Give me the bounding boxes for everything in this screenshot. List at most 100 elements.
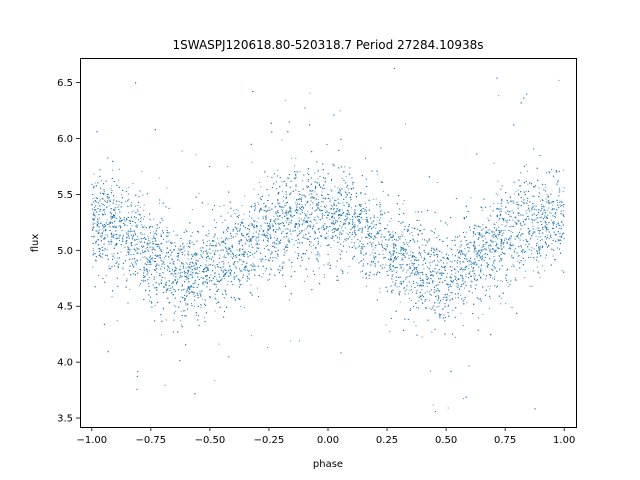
data-point	[256, 221, 258, 223]
data-point	[277, 170, 279, 172]
data-point	[492, 242, 494, 244]
data-point	[474, 244, 476, 246]
data-point	[529, 285, 531, 287]
data-point	[227, 261, 229, 263]
data-point	[109, 223, 111, 225]
data-point	[133, 265, 135, 267]
data-point	[260, 186, 262, 188]
data-point	[520, 185, 522, 187]
data-point	[112, 235, 114, 237]
data-point	[482, 224, 484, 226]
data-point	[175, 310, 177, 312]
data-point	[541, 216, 543, 218]
data-point	[545, 257, 547, 259]
data-point	[489, 229, 491, 231]
data-point	[530, 256, 532, 258]
data-point	[405, 239, 407, 241]
data-point	[411, 286, 413, 288]
data-point	[323, 201, 325, 203]
data-point	[435, 264, 437, 266]
data-point	[501, 297, 503, 299]
data-point	[563, 206, 565, 208]
data-point	[406, 243, 408, 245]
data-point	[298, 223, 300, 225]
data-point	[464, 236, 466, 238]
data-point	[277, 254, 279, 256]
data-point	[414, 273, 416, 275]
data-point	[494, 276, 496, 278]
data-point	[148, 260, 150, 262]
data-point	[554, 234, 556, 236]
data-point	[401, 282, 403, 284]
data-point	[256, 244, 258, 246]
data-point	[248, 240, 250, 242]
data-point	[452, 282, 454, 284]
data-point	[344, 220, 346, 222]
data-point	[550, 168, 552, 170]
data-point	[344, 166, 346, 168]
data-point	[187, 253, 189, 255]
data-point	[248, 239, 250, 241]
data-point	[531, 253, 533, 255]
data-point	[126, 278, 128, 280]
data-point	[279, 202, 281, 204]
data-point	[383, 257, 385, 259]
data-point	[195, 264, 197, 266]
data-point	[550, 219, 552, 221]
data-point	[494, 249, 496, 251]
data-point	[500, 303, 502, 305]
data-point	[499, 232, 501, 233]
data-point	[116, 257, 118, 259]
data-point	[520, 235, 522, 237]
data-point	[524, 260, 526, 262]
data-point	[532, 225, 534, 227]
data-point	[269, 249, 271, 251]
data-point	[474, 262, 476, 264]
data-point	[131, 225, 133, 227]
data-point	[503, 243, 505, 245]
data-point	[261, 228, 263, 230]
data-point	[379, 291, 381, 293]
data-point	[490, 298, 492, 300]
data-point	[206, 260, 208, 262]
data-point	[216, 278, 218, 280]
data-point	[536, 221, 538, 223]
data-point	[360, 209, 362, 211]
data-point	[143, 216, 145, 217]
data-point	[235, 232, 237, 234]
data-point	[497, 194, 499, 196]
data-point	[128, 198, 130, 200]
data-point	[495, 241, 497, 243]
data-point	[500, 279, 502, 281]
data-point	[297, 212, 299, 214]
data-point	[463, 287, 465, 289]
data-point	[145, 248, 147, 250]
data-point	[479, 234, 481, 236]
data-point	[286, 228, 288, 230]
data-point	[559, 225, 561, 227]
data-point	[179, 265, 181, 267]
data-point	[281, 223, 283, 225]
data-point	[357, 225, 359, 227]
data-point	[253, 264, 255, 266]
data-point	[514, 279, 516, 281]
data-point	[274, 257, 276, 259]
data-point	[309, 190, 311, 192]
data-point	[370, 236, 372, 238]
data-point	[536, 227, 538, 229]
data-point	[314, 172, 316, 174]
data-point	[233, 264, 235, 266]
data-point	[557, 179, 559, 181]
data-point	[362, 229, 364, 231]
data-point	[352, 183, 354, 185]
data-point	[264, 270, 266, 272]
data-point	[228, 252, 230, 254]
data-point	[227, 212, 229, 214]
data-point	[519, 239, 521, 241]
data-point	[449, 292, 451, 294]
data-point	[497, 238, 499, 240]
data-point	[360, 192, 362, 194]
data-point	[402, 242, 404, 244]
data-point	[468, 260, 470, 262]
data-point	[277, 215, 279, 217]
